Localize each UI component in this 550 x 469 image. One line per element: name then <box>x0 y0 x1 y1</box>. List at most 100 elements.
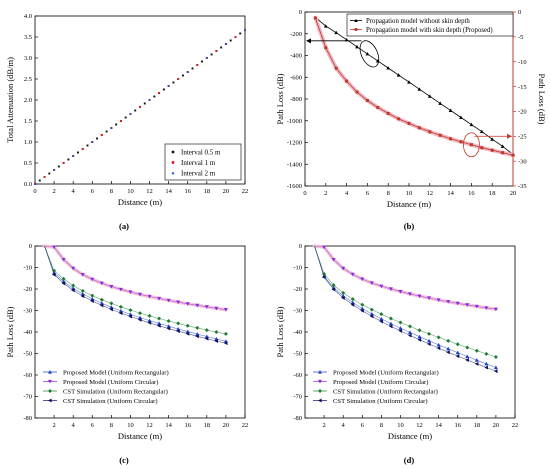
data-point <box>388 287 393 291</box>
data-point <box>109 307 113 312</box>
data-point <box>350 297 355 302</box>
data-point <box>365 98 369 103</box>
data-point <box>80 294 85 299</box>
legend-entry: CST Simulation (Uniform Circular) <box>63 398 158 405</box>
data-point <box>341 266 346 271</box>
data-point <box>186 70 189 73</box>
series-line <box>315 17 514 156</box>
x-tick-label: 16 <box>184 188 191 195</box>
x-tick-label: 14 <box>435 422 442 429</box>
series-line <box>44 245 226 310</box>
data-point <box>90 299 94 304</box>
data-point <box>379 319 383 324</box>
legend-marker <box>318 389 322 393</box>
x-tick-label: 4 <box>342 422 346 429</box>
data-point <box>109 301 114 306</box>
data-point <box>408 324 412 329</box>
data-point <box>67 158 70 161</box>
data-point <box>480 146 484 150</box>
x-tick-label: 14 <box>165 422 172 429</box>
chart-panel-c: 2 4 6 8 10 12 14 16 18 20 22 0 -10 -20 -30 -40 -50 -60 -70… <box>5 243 248 465</box>
x-tick-label: 0 <box>303 190 306 197</box>
data-point <box>223 308 228 312</box>
data-point <box>449 137 453 141</box>
data-point <box>243 28 247 31</box>
data-point <box>386 111 390 115</box>
x-tick-label: 10 <box>397 422 404 429</box>
data-point <box>91 140 94 143</box>
data-point <box>76 151 79 154</box>
data-point <box>407 121 411 125</box>
legend-marker <box>48 389 52 393</box>
data-point <box>118 304 123 309</box>
data-point <box>138 292 142 297</box>
data-point <box>134 109 137 112</box>
data-point <box>214 306 219 311</box>
x-tick-label: 18 <box>489 190 496 197</box>
legend-marker <box>354 28 358 31</box>
chart-panel-d: 2 4 6 8 10 12 14 16 18 20 22 0 -10 -20 -30 -40 -50 -60 -70… <box>275 243 518 465</box>
legend-entry: Propagation model with skin depth (Propo… <box>366 27 493 34</box>
data-point <box>479 129 484 134</box>
x-axis-label: Distance (m) <box>118 431 162 441</box>
data-point <box>224 42 228 45</box>
legend-marker <box>48 398 52 403</box>
data-point <box>195 303 200 308</box>
data-point <box>397 117 401 121</box>
legend-entry: Interval 2 m <box>181 170 216 178</box>
data-point <box>474 361 479 366</box>
x-axis-label: Distance (m) <box>387 199 431 209</box>
y-tick-label: -1600 <box>287 183 302 190</box>
y-tick-label: -50 <box>293 351 302 358</box>
y-tick-label: 1.0 <box>24 139 32 146</box>
y-tick-label: 4.0 <box>24 13 32 20</box>
x-tick-label: 10 <box>127 422 134 429</box>
right-y-tick-label: -25 <box>518 133 527 140</box>
y-tick-label: 0 <box>29 243 32 250</box>
series-line <box>315 17 514 155</box>
data-point <box>322 245 327 250</box>
y-tick-label: -80 <box>23 415 32 422</box>
data-point <box>484 306 489 310</box>
y-tick-label: -40 <box>293 329 302 336</box>
data-point <box>147 313 152 318</box>
x-tick-label: 22 <box>242 188 249 195</box>
y-tick-label: -70 <box>293 394 302 401</box>
legend-marker <box>171 150 175 154</box>
data-point <box>99 303 104 308</box>
y-tick-label: -20 <box>23 286 32 293</box>
data-point <box>436 346 441 351</box>
data-point <box>396 73 401 77</box>
x-tick-label: 6 <box>91 422 95 429</box>
y-tick-label: -400 <box>290 53 302 60</box>
data-point <box>446 338 451 343</box>
data-point <box>109 285 114 289</box>
data-point <box>52 168 56 171</box>
data-point <box>360 308 364 313</box>
series-cst-simulation-uniform-rectangular- <box>314 245 498 359</box>
y-tick-label: 3.0 <box>24 55 32 62</box>
data-point <box>427 342 431 347</box>
x-tick-label: 16 <box>468 190 475 197</box>
data-point <box>124 116 127 119</box>
data-point <box>474 358 479 362</box>
data-point <box>80 288 85 293</box>
data-point <box>438 133 442 137</box>
data-point <box>465 357 469 362</box>
data-point <box>484 361 489 366</box>
data-point <box>52 245 57 250</box>
data-point <box>465 303 470 307</box>
y-tick-label: -80 <box>293 415 302 422</box>
series-interval-2-m <box>33 28 247 185</box>
right-y-tick-label: -30 <box>518 158 527 165</box>
panel-label: (a) <box>119 221 129 231</box>
y-axis-label: Total Attenuation (dB/m) <box>5 57 15 143</box>
data-point <box>417 328 422 333</box>
data-point <box>500 144 505 148</box>
y-tick-label: -60 <box>23 372 32 379</box>
data-point <box>427 338 432 343</box>
chart-panel-b: 0 2 4 6 8 10 12 14 16 18 200-200-400-600-800-1000-… <box>275 9 547 231</box>
legend-marker <box>354 18 358 22</box>
x-tick-label: 2 <box>52 188 55 195</box>
data-point <box>344 37 349 42</box>
